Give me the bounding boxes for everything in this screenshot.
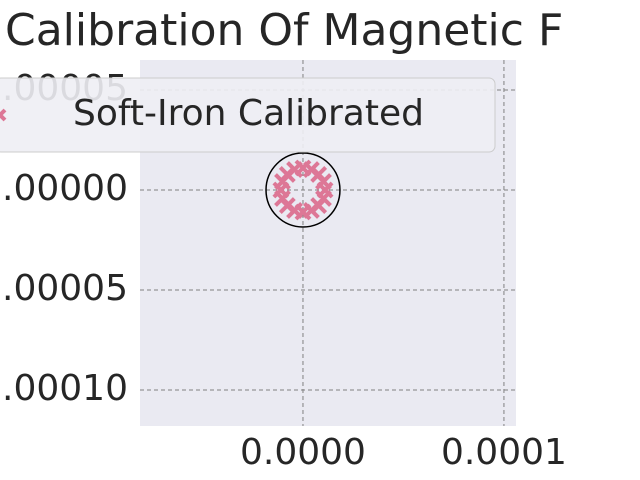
x-tick-label: 0.0001 — [441, 432, 567, 473]
legend-marker — [0, 108, 7, 122]
x-tick-label: 0.0000 — [240, 432, 366, 473]
y-tick-label: −0.00010 — [0, 368, 128, 409]
legend-box — [0, 77, 496, 153]
fit-circle — [265, 152, 341, 228]
chart-title: Calibration Of Magnetic F — [5, 5, 563, 56]
legend-label: Soft-Iron Calibrated — [73, 93, 424, 134]
y-tick-label: −0.00005 — [0, 268, 128, 309]
y-tick-label: 0.00000 — [0, 168, 128, 209]
point — [315, 189, 332, 207]
